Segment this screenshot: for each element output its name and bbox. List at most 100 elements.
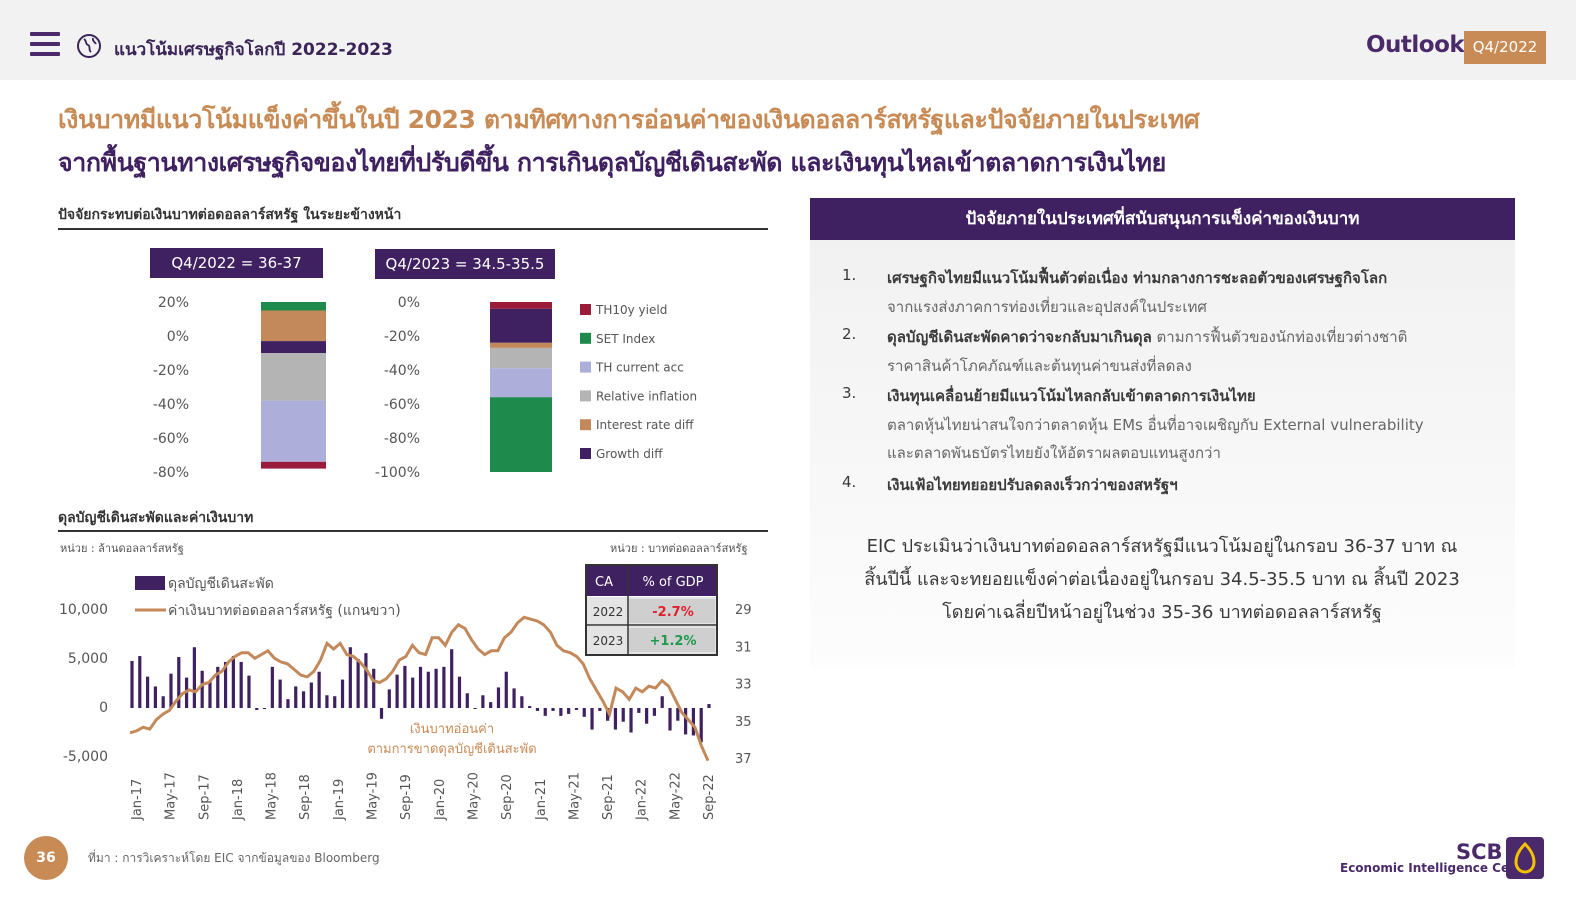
y-tick-label: -80% xyxy=(153,465,189,481)
y-left-tick: -5,000 xyxy=(63,749,108,765)
y-left-tick: 10,000 xyxy=(59,602,108,618)
factors-section-title: ปัจจัยกระทบต่อเงินบาทต่อดอลลาร์สหรัฐ ในร… xyxy=(58,207,402,223)
scb-logo-text: SCB xyxy=(1456,840,1503,864)
ca-table-header-cell: CA xyxy=(595,575,613,590)
ca-bar xyxy=(348,647,352,708)
ca-bar xyxy=(372,668,376,708)
ca-bar xyxy=(255,708,259,710)
x-tick-label: Jan-22 xyxy=(635,779,650,821)
y-tick-label: -20% xyxy=(384,329,420,345)
ca-bar xyxy=(684,708,688,735)
stacked-bar-segment xyxy=(490,308,552,343)
ca-bar xyxy=(411,677,415,708)
y-tick-label: -80% xyxy=(384,431,420,447)
globe-icon xyxy=(77,34,101,58)
conclusion-line: สิ้นปีนี้ และจะทยอยแข็งค่าต่อเนื่องอยู่ใ… xyxy=(864,569,1460,590)
ca-bar xyxy=(481,695,485,708)
ca-bar xyxy=(442,666,446,708)
header-title: แนวโน้มเศรษฐกิจโลกปี 2022-2023 xyxy=(114,40,393,60)
ca-bar xyxy=(223,661,228,708)
ca-bar xyxy=(512,688,516,708)
item-number: 2. xyxy=(842,325,857,343)
ca-table-header xyxy=(587,566,716,596)
right-panel-title: ปัจจัยภายในประเทศที่สนับสนุนการแข็งค่าขอ… xyxy=(810,198,1515,240)
ca-bar xyxy=(707,704,711,708)
ca-bar xyxy=(520,696,524,708)
ca-table-cell-bg xyxy=(629,628,715,652)
ca-bar xyxy=(535,708,540,711)
y-left-tick: 0 xyxy=(99,700,108,716)
y-tick-label: 0% xyxy=(398,295,420,311)
legend-label: Interest rate diff xyxy=(596,418,694,432)
ca-bar xyxy=(239,661,243,708)
ca-table-value: +1.2% xyxy=(650,634,697,649)
ca-bar xyxy=(676,708,680,721)
quarter-badge: Q4/2022 xyxy=(1464,31,1546,64)
ca-bar xyxy=(582,708,586,717)
y-tick-label: 0% xyxy=(167,329,189,345)
ca-bar xyxy=(294,686,298,708)
ca-bar xyxy=(559,708,563,716)
legend-label-bars: ดุลบัญชีเดินสะพัด xyxy=(168,576,274,592)
stacked-bar-segment xyxy=(490,302,552,309)
stacked-bar-segment xyxy=(490,368,552,398)
ca-bar xyxy=(379,708,384,719)
ca-bar xyxy=(145,676,150,708)
item-bold: เงินทุนเคลื่อนย้ายมีแนวโน้มไหลกลับเข้าตล… xyxy=(887,387,1256,405)
ca-bar xyxy=(340,679,345,708)
x-tick-label: Sep-22 xyxy=(702,774,717,820)
legend-label: SET Index xyxy=(596,332,655,346)
x-tick-label: Jan-17 xyxy=(130,779,145,821)
ca-bar xyxy=(598,708,602,711)
ca-bar xyxy=(278,679,282,708)
item-sub: ตลาดหุ้นไทยน่าสนใจกว่าตลาดหุ้น EMs อื่นท… xyxy=(887,416,1424,434)
section-divider xyxy=(58,228,768,230)
current-account-chart: 10,000 5,000 0 -5,000 29 31 33 35 37 Jan-17 May-17… xyxy=(59,564,752,821)
ca-bar xyxy=(660,696,664,708)
ca-bar xyxy=(450,649,454,708)
y-right-tick: 31 xyxy=(735,640,752,655)
ca-bar xyxy=(457,676,462,708)
ca-bar xyxy=(325,695,329,708)
y-right-tick: 29 xyxy=(735,603,752,618)
y-tick-label: -100% xyxy=(375,465,420,481)
item-sub-2: และตลาดพันธบัตรไทยยังให้อัตราผลตอบแทนสูง… xyxy=(887,444,1221,462)
ca-bar xyxy=(356,659,360,708)
ca-bar xyxy=(138,656,142,708)
legend-label: TH current acc xyxy=(595,361,684,375)
header-bar: แนวโน้มเศรษฐกิจโลกปี 2022-2023 Outlook Q… xyxy=(0,10,1576,80)
y-tick-label: -60% xyxy=(153,431,189,447)
item-sub: ราคาสินค้าโภคภัณฑ์และต้นทุนค่าขนส่งที่ลด… xyxy=(887,357,1192,375)
stacked-bar-segment xyxy=(261,302,326,311)
ca-bar xyxy=(504,671,508,708)
x-tick-label: Sep-21 xyxy=(601,774,616,820)
x-tick-label: Sep-18 xyxy=(298,774,313,820)
ca-table-header-cell: % of GDP xyxy=(642,575,703,590)
eic-logo-text: Economic Intelligence Center xyxy=(1340,861,1538,875)
ca-table-year: 2022 xyxy=(593,605,624,619)
ca-bar xyxy=(621,708,625,722)
menu-icon[interactable] xyxy=(30,32,60,58)
stacked-bar-segment xyxy=(261,341,326,353)
y-left-tick: 5,000 xyxy=(68,651,108,667)
ca-bar xyxy=(262,708,267,709)
legend-label: Growth diff xyxy=(596,447,663,461)
top-strip xyxy=(0,0,1576,10)
stacked-bar-segment xyxy=(261,400,326,462)
annotation-text: เงินบาทอ่อนค่า xyxy=(410,722,494,737)
x-tick-label: Jan-19 xyxy=(332,779,347,821)
ca-bar xyxy=(153,686,157,708)
ca-bar xyxy=(177,657,181,708)
ca-bar xyxy=(270,666,274,708)
ca-bar xyxy=(418,666,423,708)
item-sub: จากแรงส่งภาคการท่องเที่ยวและอุปสงค์ในประ… xyxy=(887,298,1207,316)
y-tick-label: -20% xyxy=(153,363,189,379)
ca-bar xyxy=(395,674,399,708)
panel-title-q4-2022: Q4/2022 = 36-37 xyxy=(150,248,323,278)
stacked-bar-segment xyxy=(261,310,326,342)
item-bold-wrap: ดุลบัญชีเดินสะพัดคาดว่าจะกลับมาเกินดุล ต… xyxy=(887,325,1407,349)
right-panel xyxy=(810,198,1515,668)
headline-line-2: จากพื้นฐานทางเศรษฐกิจของไทยที่ปรับดีขึ้น… xyxy=(58,148,1166,177)
item-bold: ดุลบัญชีเดินสะพัดคาดว่าจะกลับมาเกินดุล xyxy=(887,328,1152,346)
legend-label-line: ค่าเงินบาทต่อดอลลาร์สหรัฐ (แกนขวา) xyxy=(168,602,401,619)
